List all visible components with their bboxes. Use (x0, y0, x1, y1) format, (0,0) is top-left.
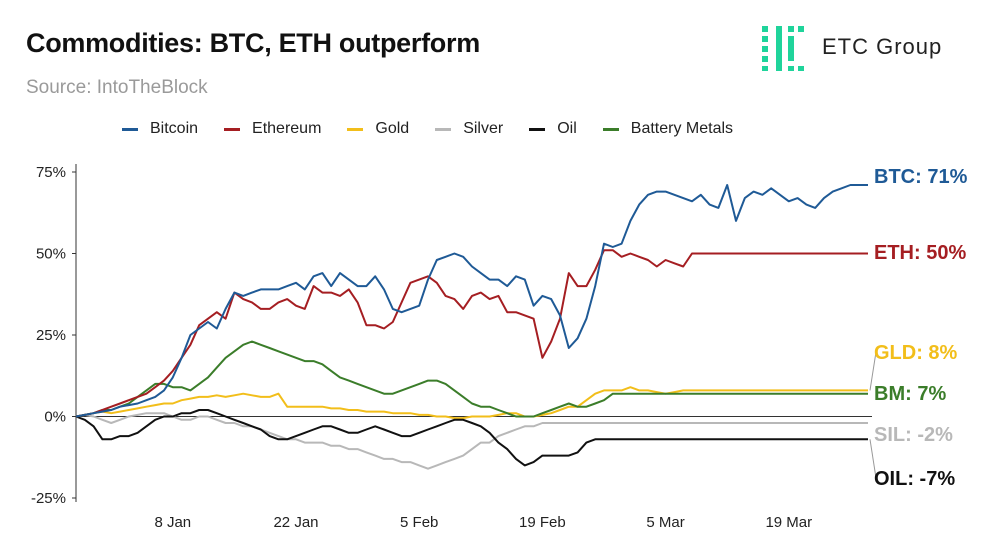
end-label-gold: GLD: 8% (874, 342, 958, 364)
legend-item-ethereum: Ethereum (224, 120, 321, 138)
end-label-ethereum: ETH: 50% (874, 242, 966, 264)
legend-swatch-battery-metals (602, 127, 619, 131)
legend-item-oil: Oil (529, 120, 577, 138)
x-tick-label: 5 Mar (646, 514, 684, 531)
legend-swatch-oil (529, 127, 546, 131)
legend-swatch-bitcoin (122, 127, 138, 131)
series-line-gold (75, 386, 868, 420)
chart-legend: Bitcoin Ethereum Gold Silver Oil Battery… (122, 120, 759, 138)
etc-logo-icon (762, 26, 804, 71)
legend-swatch-ethereum (224, 127, 241, 131)
legend-label-bitcoin: Bitcoin (150, 120, 199, 137)
etc-group-logo: ETC Group (760, 22, 980, 74)
series-line-bitcoin (75, 184, 868, 418)
end-label-connector (869, 439, 877, 479)
end-label-oil: OIL: -7% (874, 468, 955, 490)
end-label-connector (869, 351, 877, 391)
end-label-bitcoin: BTC: 71% (874, 166, 968, 188)
legend-item-gold: Gold (347, 120, 409, 138)
x-tick-label: 5 Feb (400, 514, 438, 531)
x-tick-label: 19 Mar (765, 514, 812, 531)
y-tick-label: 50% (36, 246, 66, 263)
y-tick-label: 25% (36, 327, 66, 344)
legend-label-battery-metals: Battery Metals (630, 120, 734, 137)
end-label-silver: SIL: -2% (874, 424, 953, 446)
series-line-ethereum (75, 249, 868, 418)
legend-item-silver: Silver (435, 120, 503, 138)
legend-item-bitcoin: Bitcoin (122, 120, 198, 138)
logo-text: ETC Group (822, 34, 943, 59)
x-tick-label: 19 Feb (519, 514, 566, 531)
x-tick-label: 8 Jan (154, 514, 191, 531)
y-tick-label: -25% (31, 490, 66, 507)
series-line-oil (75, 409, 868, 467)
legend-label-oil: Oil (557, 120, 577, 137)
series-line-silver (75, 412, 868, 470)
series-line-battery-metals (75, 340, 868, 418)
x-tick-label: 22 Jan (273, 514, 318, 531)
legend-label-silver: Silver (463, 120, 504, 137)
y-tick-label: 0% (44, 409, 66, 426)
y-tick-label: 75% (36, 164, 66, 181)
chart-subtitle: Source: IntoTheBlock (26, 77, 208, 98)
legend-swatch-silver (435, 127, 452, 131)
legend-swatch-gold (347, 127, 364, 131)
legend-label-gold: Gold (375, 120, 410, 137)
end-label-battery-metals: BM: 7% (874, 383, 946, 405)
legend-label-ethereum: Ethereum (252, 120, 322, 137)
chart-title: Commodities: BTC, ETH outperform (26, 28, 480, 58)
legend-item-battery-metals: Battery Metals (602, 120, 734, 138)
